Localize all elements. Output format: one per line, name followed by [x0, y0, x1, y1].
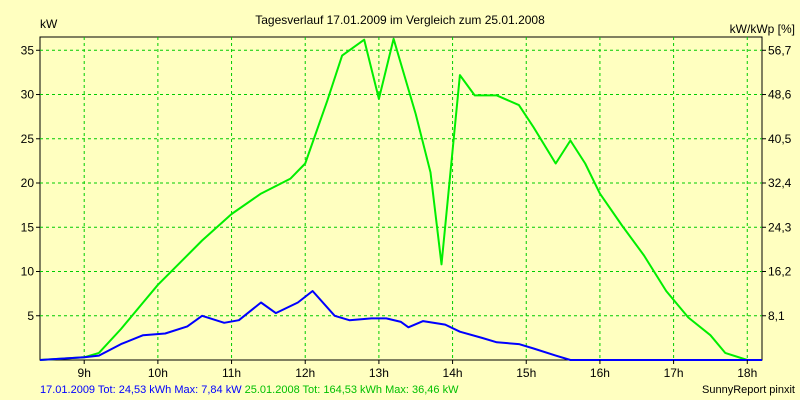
legend-footer: 17.01.2009 Tot: 24,53 kWh Max: 7,84 kW 2…: [0, 383, 800, 397]
y-tick-label: 20: [21, 176, 35, 190]
credit-text: SunnyReport pinxit: [702, 384, 795, 396]
y-axis-label-left: kW: [40, 17, 58, 31]
y-tick-label: 5: [27, 309, 34, 323]
legend-series-2009: 17.01.2009 Tot: 24,53 kWh Max: 7,84 kW: [40, 384, 242, 396]
x-tick-label: 16h: [590, 366, 610, 380]
plot-background: [39, 36, 763, 361]
grid: [40, 37, 762, 360]
axes: 9h 10h 11h 12h 13h 14h 15h 16h 17h 18h 5 10 15 20 25 30…: [21, 43, 792, 380]
y-axis-label-right: kW/kWp [%]: [730, 22, 795, 36]
y-right-tick-label: 16,2: [768, 265, 792, 279]
x-tick-label: 9h: [78, 366, 91, 380]
y-tick-label: 10: [21, 265, 35, 279]
x-tick-label: 14h: [443, 366, 463, 380]
legend-series-2008: 25.01.2008 Tot: 164,53 kWh Max: 36,46 kW: [244, 384, 459, 396]
series-line-1: [39, 290, 762, 361]
series-line-0: [39, 37, 762, 361]
x-tick-label: 18h: [737, 366, 757, 380]
x-tick-label: 11h: [222, 366, 241, 380]
x-tick-label: 13h: [369, 366, 389, 380]
y-right-tick-label: 8,1: [768, 309, 785, 323]
y-right-tick-label: 24,3: [768, 220, 792, 234]
y-right-tick-label: 56,7: [768, 43, 792, 57]
chart-title: Tagesverlauf 17.01.2009 im Vergleich zum…: [255, 13, 545, 27]
x-tick-label: 15h: [516, 366, 536, 380]
y-tick-label: 15: [21, 220, 35, 234]
y-right-tick-label: 48,6: [768, 88, 792, 102]
x-tick-label: 10h: [148, 366, 168, 380]
x-tick-label: 17h: [664, 366, 684, 380]
series-lines: [39, 37, 762, 361]
x-tick-label: 12h: [295, 366, 315, 380]
y-tick-label: 30: [21, 88, 35, 102]
y-right-tick-label: 40,5: [768, 132, 792, 146]
y-tick-label: 25: [21, 132, 35, 146]
y-tick-label: 35: [21, 43, 35, 57]
y-right-tick-label: 32,4: [768, 176, 792, 190]
